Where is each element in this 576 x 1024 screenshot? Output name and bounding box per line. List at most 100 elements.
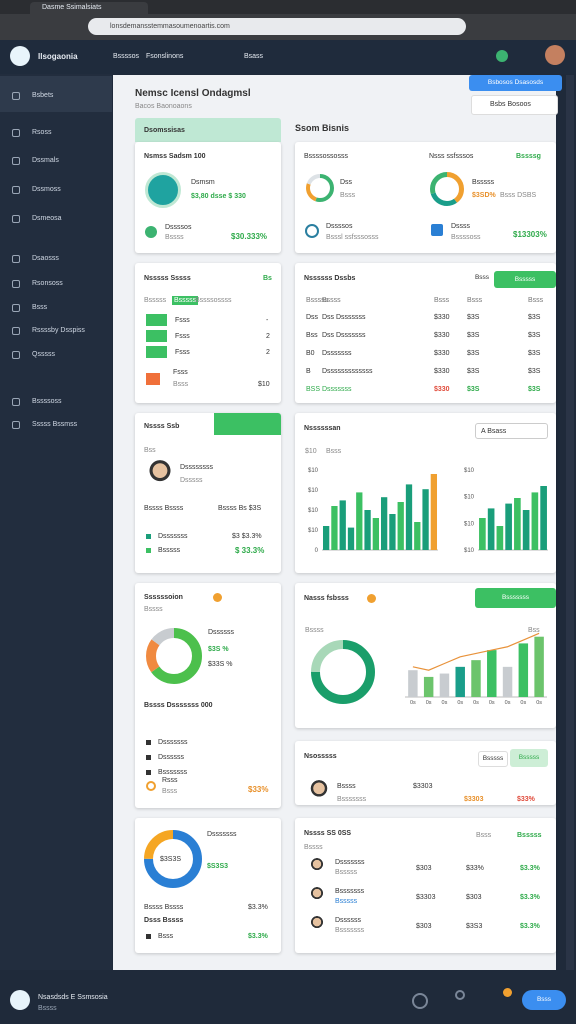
- donut-segment: [144, 830, 202, 888]
- text: Dssssss: [208, 629, 235, 636]
- card: [135, 583, 281, 808]
- text: Bssssg: [516, 153, 541, 160]
- chart: [430, 172, 464, 206]
- bar: [522, 510, 530, 550]
- text: $S3S3: [207, 863, 229, 870]
- chart: [311, 640, 375, 704]
- text: Rssssby Dsspiss: [32, 327, 85, 334]
- text: Bssssoss: [451, 234, 481, 241]
- x-tick-label: 0s: [457, 700, 463, 706]
- task-alert: [146, 373, 160, 385]
- footer-badge: [503, 988, 512, 997]
- chart: $10 $10 $10 $10: [464, 468, 548, 554]
- text: Dsssssss: [322, 350, 352, 357]
- action-button[interactable]: Bsbosos Dsasosds: [469, 75, 562, 91]
- sidebar-icon[interactable]: [12, 280, 20, 288]
- bar: [339, 500, 346, 550]
- revenue-button[interactable]: Bsssssss: [475, 588, 556, 608]
- text: Dsssssss: [335, 859, 365, 866]
- marker: [146, 934, 151, 939]
- sidebar-icon[interactable]: [12, 129, 20, 137]
- text: Bsss: [467, 297, 483, 304]
- sidebar-icon[interactable]: [12, 351, 20, 359]
- sidebar-icon[interactable]: [12, 304, 20, 312]
- text: $30.333%: [231, 232, 268, 241]
- text: Nssssss Dssbs: [304, 275, 356, 282]
- y-tick-label: 0: [315, 548, 319, 554]
- footer-button[interactable]: Bsss: [522, 990, 566, 1010]
- text: Bssss Dsssssss 000: [144, 702, 213, 709]
- text: $13303%: [513, 230, 547, 239]
- text: $3 $3.3%: [232, 533, 262, 540]
- text: $3S: [528, 332, 541, 339]
- text: -: [266, 317, 269, 324]
- dropdown[interactable]: [475, 423, 548, 439]
- summary-foot-icon: [145, 226, 157, 238]
- text: $3303: [416, 894, 436, 901]
- team-button[interactable]: Bsssss: [510, 749, 548, 767]
- sidebar-icon[interactable]: [12, 92, 20, 100]
- text: $303: [416, 923, 432, 930]
- sidebar-icon[interactable]: [12, 421, 20, 429]
- text: Dsaosss: [32, 255, 59, 262]
- sidebar-icon[interactable]: [12, 398, 20, 406]
- text: Ssom Bisnis: [295, 123, 350, 133]
- table-button[interactable]: Bsss: [474, 274, 490, 281]
- text: $33%: [466, 865, 484, 872]
- text: $ 33.3%: [235, 546, 265, 555]
- sidebar-icon[interactable]: [12, 215, 20, 223]
- text: Bsssssss: [337, 796, 367, 803]
- footer-icon[interactable]: [412, 993, 428, 1009]
- summary-tab: [135, 118, 281, 142]
- text: Bsssss: [517, 832, 542, 839]
- marker: [146, 548, 151, 553]
- user-avatar[interactable]: [545, 45, 565, 65]
- x-tick-label: 0s: [426, 700, 432, 706]
- avatar: [146, 460, 174, 488]
- bar: [347, 527, 355, 550]
- donut-segment: [146, 628, 202, 684]
- y-tick-label: $10: [464, 548, 475, 554]
- sidebar-icon[interactable]: [12, 186, 20, 194]
- profile-toggle[interactable]: [214, 413, 281, 435]
- text: $330: [434, 314, 450, 321]
- filter[interactable]: [471, 95, 558, 115]
- footer-icon[interactable]: [455, 990, 465, 1000]
- text: Bsss: [340, 192, 356, 199]
- text: $3.3%: [520, 923, 540, 930]
- text: Bsssss: [158, 547, 181, 554]
- text: $3S: [467, 332, 480, 339]
- text: Bsss DSBS: [500, 192, 537, 199]
- sidebar-icon[interactable]: [12, 255, 20, 263]
- bar: [422, 489, 429, 550]
- text: Nssss Ssb: [144, 423, 180, 430]
- bar: [455, 666, 465, 697]
- text: $3S %: [208, 646, 229, 653]
- summary-icon: [145, 172, 181, 208]
- card: [135, 413, 281, 573]
- trend-line: [412, 632, 540, 671]
- donut-segment: [146, 628, 202, 684]
- text: Nemsc Icensl Ondagmsl: [135, 88, 251, 99]
- x-tick-label: 0s: [505, 700, 511, 706]
- url-bar[interactable]: [88, 18, 466, 35]
- text: 2: [266, 333, 270, 340]
- sidebar-icon[interactable]: [12, 327, 20, 335]
- text: $3S: [467, 314, 480, 321]
- text: $3.3%: [520, 865, 540, 872]
- text: Bssssos: [113, 53, 140, 60]
- text: Bssssoss: [32, 398, 62, 405]
- bar: [439, 673, 450, 697]
- marker: [146, 755, 151, 760]
- task-bar: [146, 346, 167, 358]
- x-tick-label: 0s: [520, 700, 526, 706]
- text: Dss Dsssssss: [322, 314, 366, 321]
- sidebar-icon[interactable]: [12, 157, 20, 165]
- table-button[interactable]: Bsssss: [494, 271, 556, 288]
- bar: [502, 666, 513, 697]
- text: Bss: [306, 332, 318, 339]
- stat-icon: [305, 224, 319, 238]
- bar: [408, 670, 418, 697]
- team-button[interactable]: Bsssss: [478, 751, 508, 767]
- text: Bssss: [322, 297, 341, 304]
